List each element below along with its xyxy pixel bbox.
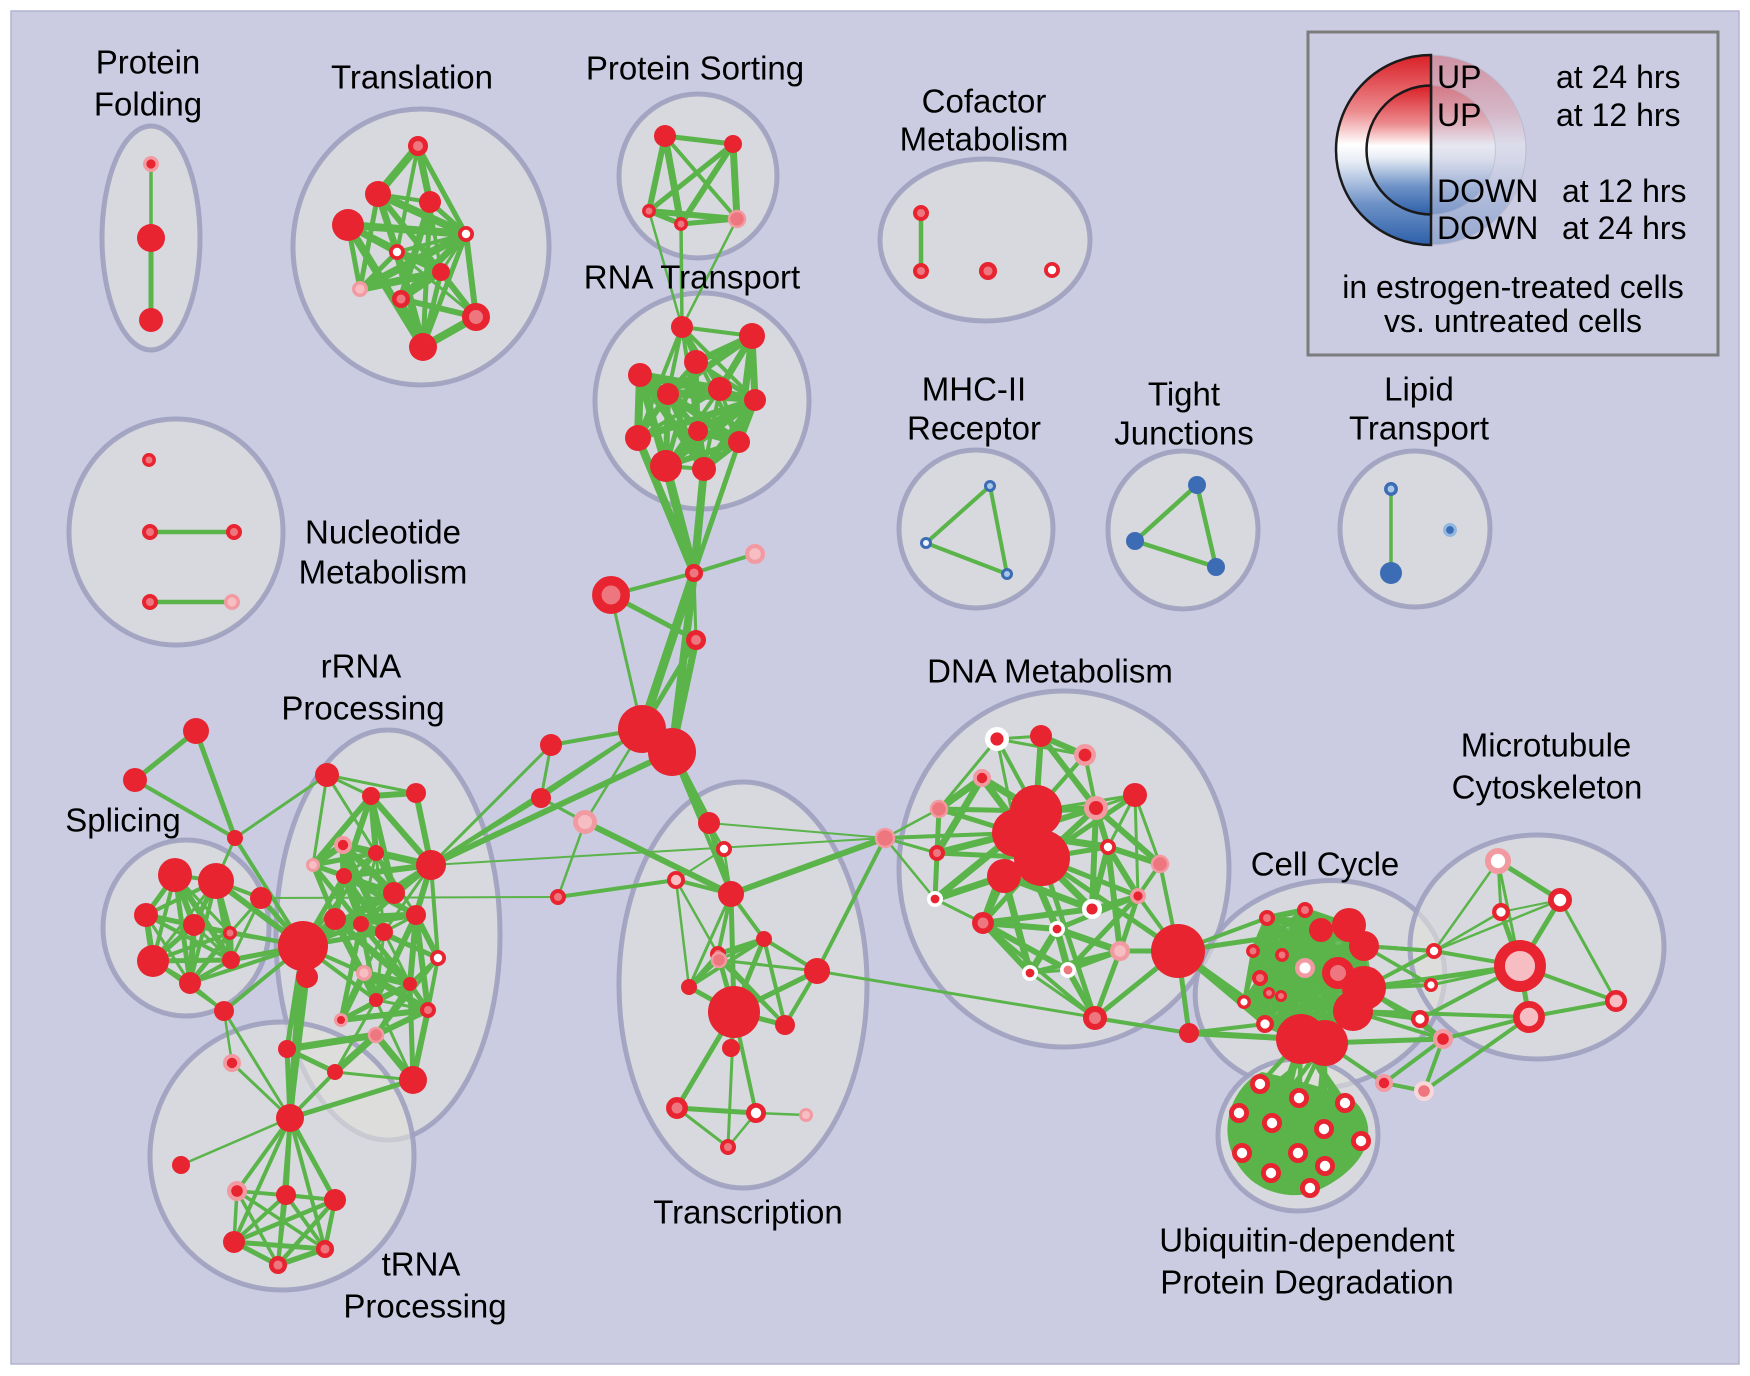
svg-text:DNA Metabolism: DNA Metabolism (927, 653, 1173, 690)
svg-text:Receptor: Receptor (907, 410, 1041, 447)
svg-text:Lipid: Lipid (1384, 371, 1454, 408)
svg-text:DOWN: DOWN (1437, 173, 1538, 209)
svg-text:Processing: Processing (281, 690, 444, 727)
svg-text:Tight: Tight (1148, 376, 1220, 413)
svg-text:Transcription: Transcription (653, 1194, 843, 1231)
svg-text:UP: UP (1437, 97, 1481, 133)
svg-text:Cytoskeleton: Cytoskeleton (1452, 769, 1643, 806)
svg-text:in estrogen-treated cells: in estrogen-treated cells (1342, 269, 1684, 305)
svg-text:Ubiquitin-dependent: Ubiquitin-dependent (1159, 1222, 1454, 1259)
svg-text:Junctions: Junctions (1114, 415, 1253, 452)
svg-text:rRNA: rRNA (321, 648, 402, 685)
svg-text:Cell Cycle: Cell Cycle (1251, 846, 1400, 883)
svg-text:at 24 hrs: at 24 hrs (1562, 210, 1687, 246)
svg-text:Folding: Folding (94, 86, 202, 123)
svg-text:Nucleotide: Nucleotide (305, 514, 461, 551)
svg-text:Processing: Processing (343, 1288, 506, 1325)
svg-text:Metabolism: Metabolism (299, 554, 468, 591)
svg-text:RNA Transport: RNA Transport (584, 259, 800, 296)
svg-text:vs. untreated cells: vs. untreated cells (1384, 303, 1642, 339)
svg-text:Cofactor: Cofactor (922, 83, 1047, 120)
svg-text:Microtubule: Microtubule (1461, 727, 1632, 764)
svg-text:at 24 hrs: at 24 hrs (1556, 59, 1681, 95)
svg-text:Transport: Transport (1349, 410, 1489, 447)
svg-text:Protein Degradation: Protein Degradation (1160, 1264, 1454, 1301)
svg-text:Protein: Protein (96, 44, 201, 81)
svg-text:at 12 hrs: at 12 hrs (1556, 97, 1681, 133)
svg-text:Protein Sorting: Protein Sorting (586, 50, 804, 87)
svg-text:at 12 hrs: at 12 hrs (1562, 173, 1687, 209)
svg-text:Splicing: Splicing (65, 802, 181, 839)
svg-text:tRNA: tRNA (382, 1246, 461, 1283)
svg-text:MHC-II: MHC-II (922, 371, 1026, 408)
svg-text:Metabolism: Metabolism (900, 121, 1069, 158)
svg-text:Translation: Translation (331, 59, 493, 96)
svg-text:UP: UP (1437, 59, 1481, 95)
svg-text:DOWN: DOWN (1437, 210, 1538, 246)
